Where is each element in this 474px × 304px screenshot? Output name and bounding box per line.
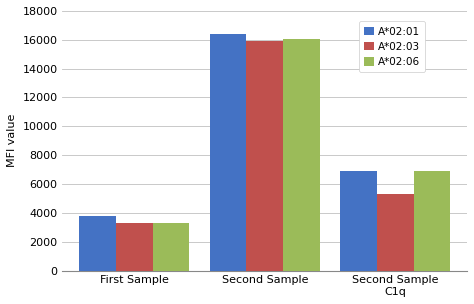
Bar — [80, 216, 116, 271]
Y-axis label: MFI value: MFI value — [7, 114, 17, 168]
Bar — [153, 223, 189, 271]
Legend: A*02:01, A*02:03, A*02:06: A*02:01, A*02:03, A*02:06 — [359, 21, 425, 72]
Bar — [116, 223, 153, 271]
Bar — [413, 171, 450, 271]
Bar — [210, 34, 246, 271]
Bar — [340, 171, 377, 271]
Bar — [377, 194, 413, 271]
Bar — [246, 40, 283, 271]
Bar — [283, 39, 319, 271]
